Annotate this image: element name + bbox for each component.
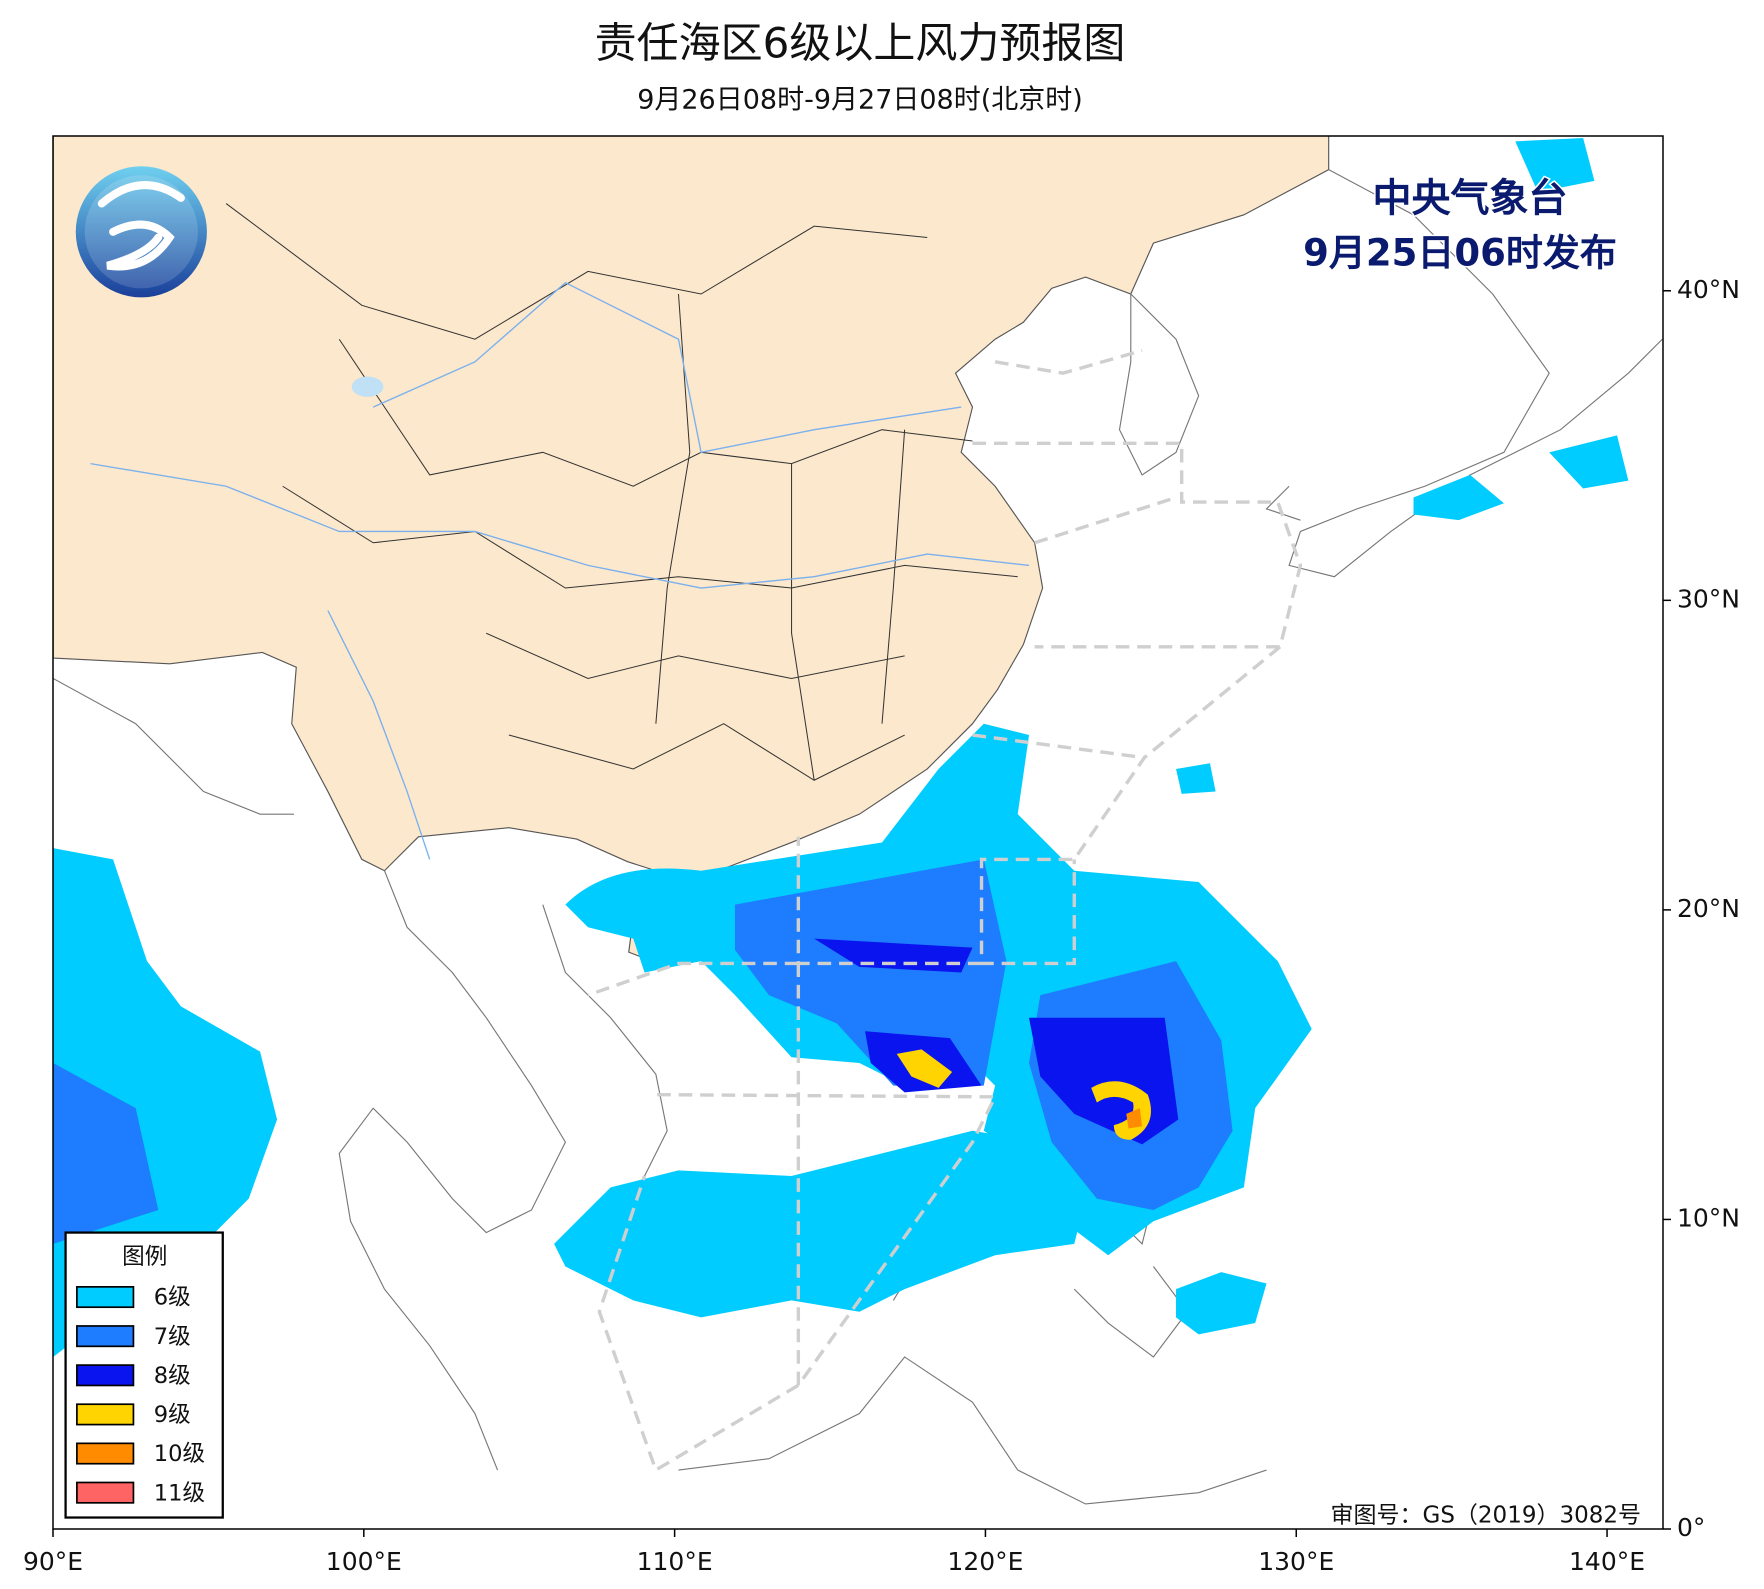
legend-swatch: [76, 1364, 135, 1387]
river: [90, 281, 1030, 860]
legend-swatch: [76, 1325, 135, 1348]
province-line: [225, 203, 1018, 781]
agency: 中央气象台: [1372, 177, 1567, 222]
wind-areas: [53, 137, 1629, 1357]
map-layers: [53, 136, 1663, 1505]
legend-label: 11级: [154, 1480, 205, 1506]
legend-label: 7级: [154, 1324, 191, 1350]
title: 责任海区6级以上风力预报图: [595, 19, 1126, 68]
legend-label: 8级: [154, 1363, 191, 1389]
lake: [351, 376, 384, 397]
wind-area-6: [554, 1130, 1086, 1318]
legend-swatch: [76, 1481, 135, 1504]
subtitle: 9月26日08时-9月27日08时(北京时): [637, 85, 1083, 116]
x-tick-label: 110°E: [637, 1547, 713, 1576]
sea-area-boundary: [587, 348, 1303, 1473]
legend-swatch: [76, 1286, 135, 1309]
x-tick-label: 90°E: [23, 1547, 83, 1576]
x-tick-label: 100°E: [326, 1547, 402, 1576]
map-approval: 审图号：GS（2019）3082号: [1331, 1503, 1642, 1529]
y-tick-label: 30°N: [1677, 584, 1740, 613]
logo: [75, 166, 207, 298]
x-tick-label: 130°E: [1258, 1547, 1334, 1576]
legend-label: 9级: [154, 1402, 191, 1428]
wind-area-8: [814, 938, 1179, 1145]
y-tick-label: 0°: [1677, 1513, 1705, 1542]
legend-swatch: [76, 1442, 135, 1465]
wind-area-9: [896, 1049, 1151, 1140]
y-tick-label: 10°N: [1677, 1203, 1740, 1232]
wind-area-6: [53, 848, 278, 1357]
legend-title: 图例: [122, 1244, 167, 1270]
legend-label: 6级: [154, 1285, 191, 1311]
legend: 图例 6级 7级 8级 9级 10级 11级: [64, 1231, 224, 1519]
china-land: [53, 136, 1330, 885]
x-tick-label: 120°E: [947, 1547, 1023, 1576]
wind-area-10: [1126, 1108, 1143, 1129]
map-frame: [52, 135, 1664, 1530]
legend-label: 10级: [154, 1441, 205, 1467]
issue-time: 9月25日06时发布: [1303, 232, 1617, 275]
legend-swatch: [76, 1403, 135, 1426]
y-tick-label: 20°N: [1677, 894, 1740, 923]
x-tick-label: 140°E: [1569, 1547, 1645, 1576]
map: [53, 136, 1663, 1505]
y-tick-label: 40°N: [1677, 275, 1740, 304]
